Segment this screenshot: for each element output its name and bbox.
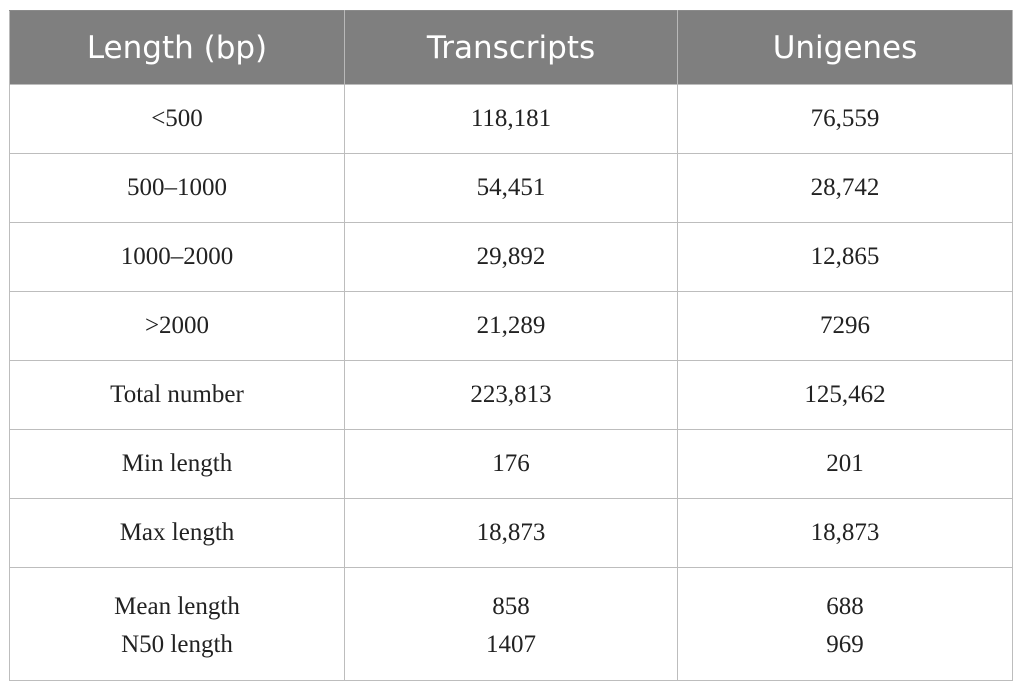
unigenes-value: 28,742 — [677, 153, 1013, 223]
length-distribution-table: Length (bp) Transcripts Unigenes <500 11… — [9, 10, 1013, 681]
n50-length-label: N50 length — [121, 631, 233, 658]
row-label: 1000–2000 — [9, 222, 345, 292]
transcripts-value: 29,892 — [344, 222, 678, 292]
transcripts-value: 118,181 — [344, 84, 678, 154]
unigenes-value: 7296 — [677, 291, 1013, 361]
row-label: Max length — [9, 498, 345, 568]
transcripts-value: 223,813 — [344, 360, 678, 430]
row-label: Mean length N50 length — [9, 567, 345, 681]
table-row: <500 118,181 76,559 — [9, 84, 1013, 154]
mean-length-label: Mean length — [114, 593, 240, 620]
transcripts-value: 176 — [344, 429, 678, 499]
table-row: Min length 176 201 — [9, 429, 1013, 499]
unigenes-value: 18,873 — [677, 498, 1013, 568]
unigenes-value: 125,462 — [677, 360, 1013, 430]
table-row: 500–1000 54,451 28,742 — [9, 153, 1013, 223]
transcripts-mean-length: 858 — [492, 593, 530, 620]
table-row: 1000–2000 29,892 12,865 — [9, 222, 1013, 292]
row-label: <500 — [9, 84, 345, 154]
row-label: Min length — [9, 429, 345, 499]
header-length: Length (bp) — [9, 10, 345, 85]
table-row: >2000 21,289 7296 — [9, 291, 1013, 361]
transcripts-n50-length: 1407 — [486, 631, 536, 658]
unigenes-value: 12,865 — [677, 222, 1013, 292]
unigenes-value: 76,559 — [677, 84, 1013, 154]
row-label: Total number — [9, 360, 345, 430]
transcripts-value: 18,873 — [344, 498, 678, 568]
unigenes-value: 201 — [677, 429, 1013, 499]
header-transcripts: Transcripts — [344, 10, 678, 85]
header-unigenes: Unigenes — [677, 10, 1013, 85]
transcripts-value: 21,289 — [344, 291, 678, 361]
row-label: >2000 — [9, 291, 345, 361]
table-row: Mean length N50 length 858 1407 688 969 — [9, 567, 1013, 681]
unigenes-value: 688 969 — [677, 567, 1013, 681]
table-row: Max length 18,873 18,873 — [9, 498, 1013, 568]
row-label: 500–1000 — [9, 153, 345, 223]
data-table-container: Length (bp) Transcripts Unigenes <500 11… — [9, 10, 1013, 681]
unigenes-mean-length: 688 — [826, 593, 864, 620]
transcripts-value: 54,451 — [344, 153, 678, 223]
table-row: Total number 223,813 125,462 — [9, 360, 1013, 430]
table-header-row: Length (bp) Transcripts Unigenes — [9, 10, 1013, 85]
unigenes-n50-length: 969 — [826, 631, 864, 658]
transcripts-value: 858 1407 — [344, 567, 678, 681]
